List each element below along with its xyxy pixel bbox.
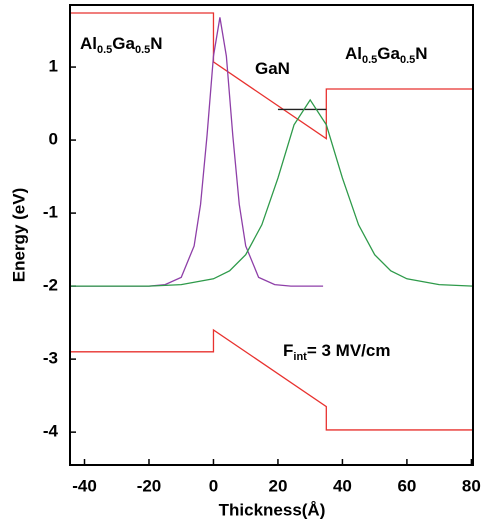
annotation-part: Ga bbox=[112, 34, 135, 53]
x-axis-title: Thickness(Å) bbox=[219, 500, 326, 519]
line-series bbox=[70, 98, 474, 287]
y-tick-label: -1 bbox=[43, 203, 58, 222]
y-tick-label: 0 bbox=[49, 130, 58, 149]
annotation-part: N bbox=[150, 34, 162, 53]
x-tick-label: 80 bbox=[462, 476, 481, 495]
plot-frame bbox=[69, 4, 474, 466]
x-tick-label: -20 bbox=[137, 476, 162, 495]
annotation-part: Ga bbox=[377, 44, 400, 63]
annotation-part: int bbox=[293, 351, 307, 363]
y-axis-title: Energy (eV) bbox=[9, 188, 28, 282]
annotation-part: GaN bbox=[255, 59, 290, 78]
annotation-part: Al bbox=[345, 44, 362, 63]
annotation-part: 0.5 bbox=[97, 44, 112, 56]
annotation-part: 0.5 bbox=[135, 44, 150, 56]
annotation-part: N bbox=[415, 44, 427, 63]
x-tick-label: 40 bbox=[333, 476, 352, 495]
line-series bbox=[70, 328, 473, 431]
annotation-part: F bbox=[283, 341, 293, 360]
x-tick-label: 60 bbox=[397, 476, 416, 495]
annotation-part: = 3 MV/cm bbox=[307, 341, 391, 360]
annotation-part: 0.5 bbox=[362, 54, 377, 66]
line-series bbox=[70, 12, 473, 140]
y-tick-label: -2 bbox=[43, 276, 58, 295]
annotation-part: 0.5 bbox=[400, 54, 415, 66]
x-tick-label: -40 bbox=[72, 476, 97, 495]
x-tick-label: 20 bbox=[268, 476, 287, 495]
annotation: Al0.5Ga0.5N bbox=[345, 44, 428, 65]
y-tick-label: -3 bbox=[43, 349, 58, 368]
y-tick-label: 1 bbox=[49, 57, 58, 76]
annotation: Al0.5Ga0.5N bbox=[80, 34, 163, 55]
annotation: GaN bbox=[255, 59, 290, 78]
line-series bbox=[70, 17, 324, 287]
annotation-part: Al bbox=[80, 34, 97, 53]
annotation: Fint= 3 MV/cm bbox=[283, 341, 390, 362]
x-tick-label: 0 bbox=[209, 476, 218, 495]
y-tick-label: -4 bbox=[43, 422, 59, 441]
